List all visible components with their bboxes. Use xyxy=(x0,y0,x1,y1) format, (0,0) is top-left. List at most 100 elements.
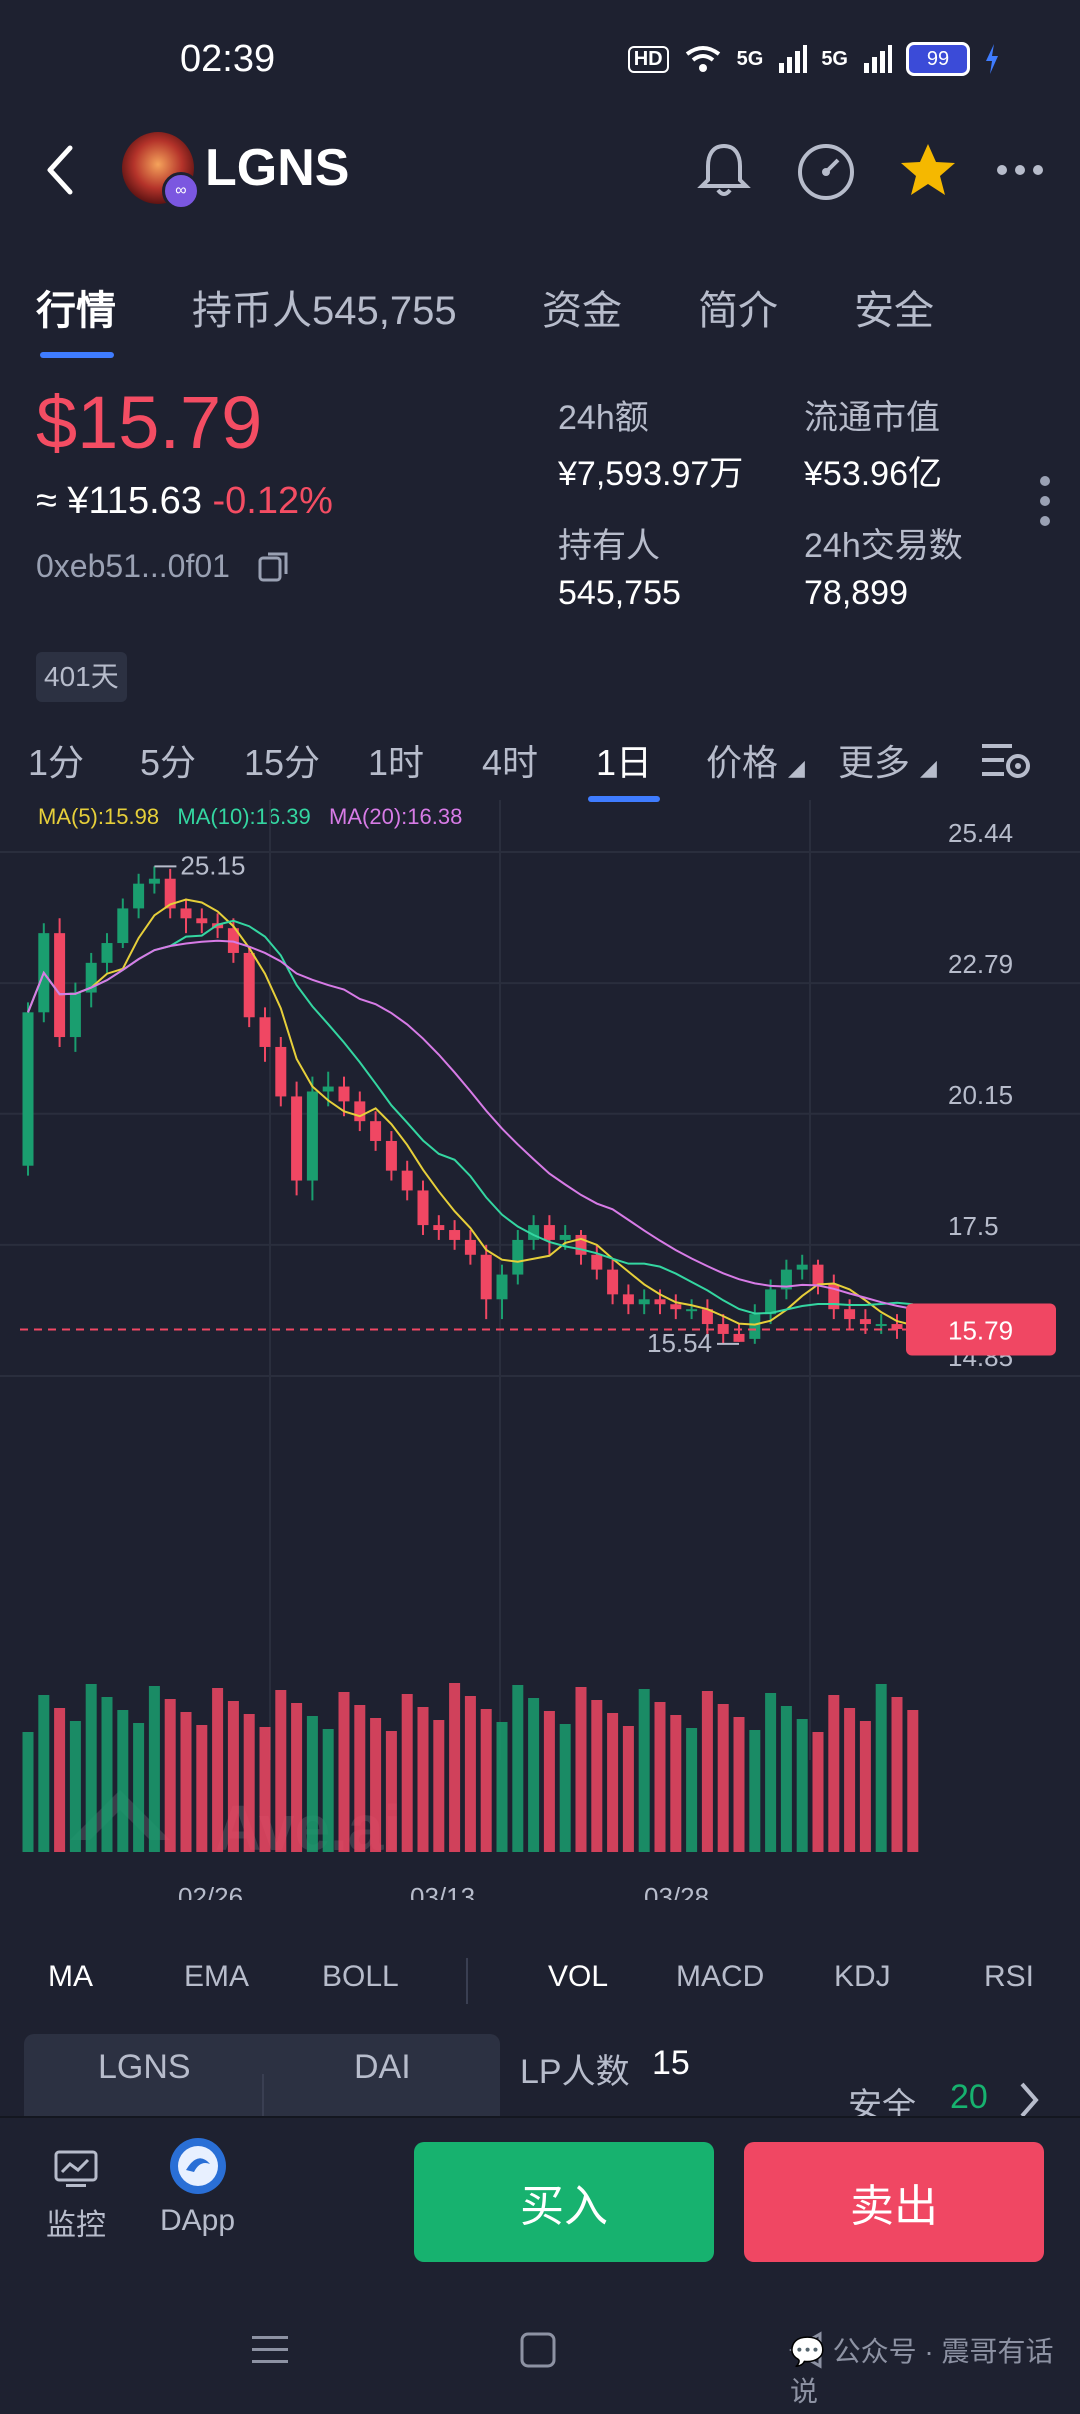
candle-body xyxy=(891,1324,903,1329)
volume-bar xyxy=(275,1690,287,1852)
tab-security[interactable]: 安全 xyxy=(854,289,934,333)
candle-body xyxy=(543,1225,555,1240)
chain-badge-icon: ∞ xyxy=(162,172,200,210)
candle-body xyxy=(117,908,129,944)
stat-vol24h: ¥7,593.97万 xyxy=(558,455,744,493)
tab-intro[interactable]: 简介 xyxy=(698,289,778,333)
price-selector[interactable]: 价格 ◢ xyxy=(706,734,805,786)
interval-15m[interactable]: 15分 xyxy=(244,742,321,783)
sell-button[interactable]: 卖出 xyxy=(744,2142,1044,2262)
safety-score[interactable]: 20 xyxy=(950,2078,988,2116)
volume-bar xyxy=(528,1698,540,1852)
interval-5m[interactable]: 5分 xyxy=(140,742,197,783)
tab-holders[interactable]: 持币人545,755 xyxy=(192,289,457,333)
candle-body xyxy=(733,1333,745,1342)
chevron-right-icon[interactable] xyxy=(1016,2080,1042,2120)
back-icon[interactable] xyxy=(42,142,78,198)
triangle-down-icon: ◢ xyxy=(788,755,805,780)
more-selector[interactable]: 更多 ◢ xyxy=(838,734,937,786)
interval-1h[interactable]: 1时 xyxy=(368,742,425,783)
ma-legend: MA(5):15.98 MA(10):16.39 MA(20):16.38 xyxy=(38,804,462,830)
volume-bar xyxy=(370,1718,382,1852)
vertical-more-icon[interactable] xyxy=(1038,474,1052,528)
indicator-vol[interactable]: VOL xyxy=(548,1960,609,1993)
nav-monitor[interactable]: 监控 xyxy=(46,2148,106,2244)
gauge-icon[interactable] xyxy=(794,140,858,200)
indicator-ema[interactable]: EMA xyxy=(184,1960,250,1993)
system-back-icon[interactable] xyxy=(786,2330,826,2370)
age-badge: 401天 xyxy=(36,652,127,702)
tab-market[interactable]: 行情 xyxy=(36,289,116,333)
stat-mcap-label: 流通市值 xyxy=(804,399,940,437)
candle-body xyxy=(654,1299,666,1305)
status-time: 02:39 xyxy=(180,38,276,80)
signal-1-label: 5G xyxy=(736,47,764,70)
tab-funds[interactable]: 资金 xyxy=(542,289,622,333)
volume-bar xyxy=(322,1729,334,1852)
x-tick-label: 03/13 xyxy=(410,1882,475,1900)
candle-body xyxy=(22,1012,34,1166)
triangle-down-icon: ◢ xyxy=(920,755,937,780)
ma5-legend: MA(5):15.98 xyxy=(38,804,160,829)
nav-dapp[interactable]: DApp xyxy=(160,2138,235,2238)
stat-tx24h-label: 24h交易数 xyxy=(804,527,963,565)
ma10-legend: MA(10):16.39 xyxy=(177,804,311,829)
candle-body xyxy=(259,1017,271,1047)
buy-button[interactable]: 买入 xyxy=(414,2142,714,2262)
volume-bar xyxy=(670,1715,682,1852)
interval-1d[interactable]: 1日 xyxy=(596,742,653,783)
copy-icon[interactable] xyxy=(256,548,292,584)
candle-body xyxy=(701,1309,713,1325)
status-icons: HD 5G 5G 99 xyxy=(627,42,1000,76)
pool-token-a: LGNS xyxy=(98,2048,191,2086)
volume-bar xyxy=(638,1689,650,1852)
price-change: -0.12% xyxy=(212,480,333,522)
bottom-action-bar: 监控 DApp 买入 卖出 xyxy=(0,2116,1080,2414)
candle-body xyxy=(765,1289,777,1315)
system-home-icon[interactable] xyxy=(518,2330,558,2370)
candle-body xyxy=(638,1299,650,1305)
candle-body xyxy=(196,918,208,924)
candle-body xyxy=(85,962,97,993)
volume-bar xyxy=(496,1722,508,1852)
y-tick-label: 22.79 xyxy=(948,949,1013,979)
candle-body xyxy=(512,1239,524,1275)
volume-bar xyxy=(749,1730,761,1852)
candle-body xyxy=(796,1264,808,1270)
indicator-kdj[interactable]: KDJ xyxy=(834,1960,891,1993)
indicator-rsi[interactable]: RSI xyxy=(984,1960,1035,1993)
indicator-ma[interactable]: MA xyxy=(48,1960,93,1993)
candle-body xyxy=(622,1294,634,1305)
chart-annotations: 25.15 15.54 15.79 xyxy=(20,850,1056,1358)
star-favorite-icon[interactable] xyxy=(898,140,958,200)
interval-4h[interactable]: 4时 xyxy=(482,742,539,783)
token-title: LGNS xyxy=(205,139,350,197)
volume-bar xyxy=(433,1720,445,1852)
charging-icon xyxy=(986,44,998,74)
bell-icon[interactable] xyxy=(696,140,752,200)
indicator-boll[interactable]: BOLL xyxy=(322,1960,399,1993)
volume-bar xyxy=(891,1697,903,1852)
signal-2-label: 5G xyxy=(821,47,848,70)
indicator-bar: MA EMA BOLL VOL MACD KDJ RSI xyxy=(0,1952,1080,2012)
y-tick-label: 17.5 xyxy=(948,1211,999,1241)
candle-body xyxy=(401,1170,413,1191)
chart-settings-icon[interactable] xyxy=(980,736,1034,786)
candle-body xyxy=(322,1086,334,1092)
candle-body xyxy=(69,992,81,1038)
tab-active-indicator xyxy=(40,352,114,358)
tab-bar: 行情 持币人545,755 资金 简介 安全 xyxy=(0,270,1080,360)
hd-icon: HD xyxy=(627,45,669,73)
interval-1m[interactable]: 1分 xyxy=(28,742,85,783)
candle-body xyxy=(101,943,113,963)
system-menu-icon[interactable] xyxy=(250,2330,290,2370)
volume-bar xyxy=(622,1726,634,1852)
indicator-macd[interactable]: MACD xyxy=(676,1960,765,1993)
volume-bar xyxy=(686,1728,698,1852)
volume-bar xyxy=(227,1701,239,1852)
volume-bar xyxy=(607,1713,619,1852)
volume-bars xyxy=(22,1683,919,1852)
more-options-icon[interactable] xyxy=(994,140,1050,200)
candle-body xyxy=(670,1304,682,1310)
